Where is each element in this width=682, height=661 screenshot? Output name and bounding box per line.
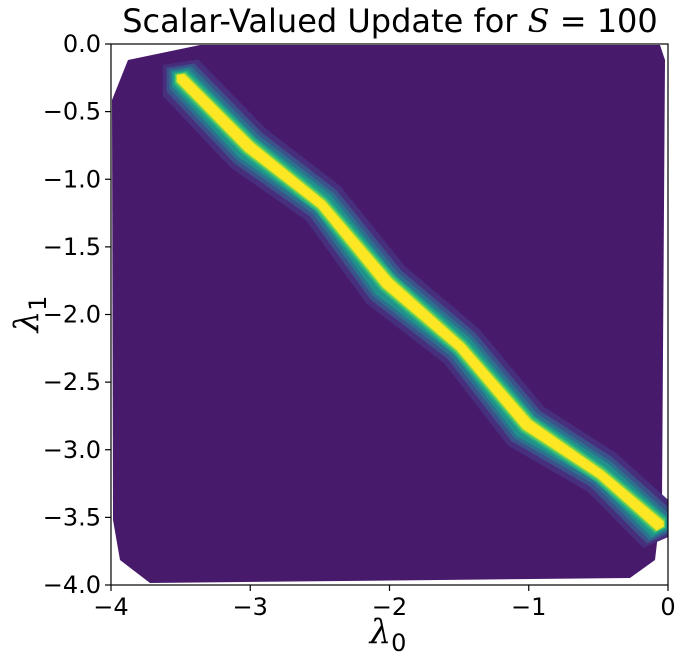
- y-axis-label: λ1: [7, 296, 52, 335]
- title-math-rest: = 100: [550, 2, 658, 40]
- x-axis-label-subscript: 0: [391, 629, 406, 657]
- x-axis-label: λ0: [368, 612, 407, 657]
- y-tick-label: −0.5: [43, 98, 101, 126]
- y-tick-label: −4.0: [43, 571, 101, 599]
- contour-level-8: [176, 74, 664, 531]
- y-axis-label-symbol: λ: [7, 311, 47, 335]
- title-prefix: Scalar-Valued Update for: [122, 2, 527, 40]
- y-tick-label: −2.0: [43, 301, 101, 329]
- y-tick-label: −3.0: [43, 436, 101, 464]
- x-tick-label: 0: [660, 593, 675, 621]
- svg-text:Scalar-Valued Update for S = 1: Scalar-Valued Update for S = 100: [122, 2, 658, 40]
- y-tick-label: 0.0: [63, 30, 101, 58]
- x-tick-label: −4: [93, 593, 128, 621]
- plot-area: [112, 45, 668, 583]
- x-tick-label: −3: [233, 593, 268, 621]
- y-tick-label: −1.0: [43, 165, 101, 193]
- y-tick-label: −1.5: [43, 233, 101, 261]
- y-axis-label-subscript: 1: [24, 296, 52, 311]
- y-axis-ticks: 0.0 −0.5 −1.0 −1.5 −2.0 −2.5 −3.0 −3.5 −4.0: [43, 30, 111, 599]
- svg-text:λ1: λ1: [7, 296, 52, 335]
- title-math-var: S: [528, 2, 550, 40]
- x-axis-ticks: −4 −3 −2 −1 0: [93, 585, 676, 621]
- chart-title: Scalar-Valued Update for S = 100: [122, 2, 658, 40]
- y-tick-label: −3.5: [43, 503, 101, 531]
- svg-text:λ0: λ0: [368, 612, 407, 657]
- y-tick-label: −2.5: [43, 368, 101, 396]
- ridge-layers: [162, 59, 668, 548]
- x-axis-label-symbol: λ: [368, 612, 392, 652]
- x-tick-label: −2: [372, 593, 407, 621]
- x-tick-label: −1: [511, 593, 546, 621]
